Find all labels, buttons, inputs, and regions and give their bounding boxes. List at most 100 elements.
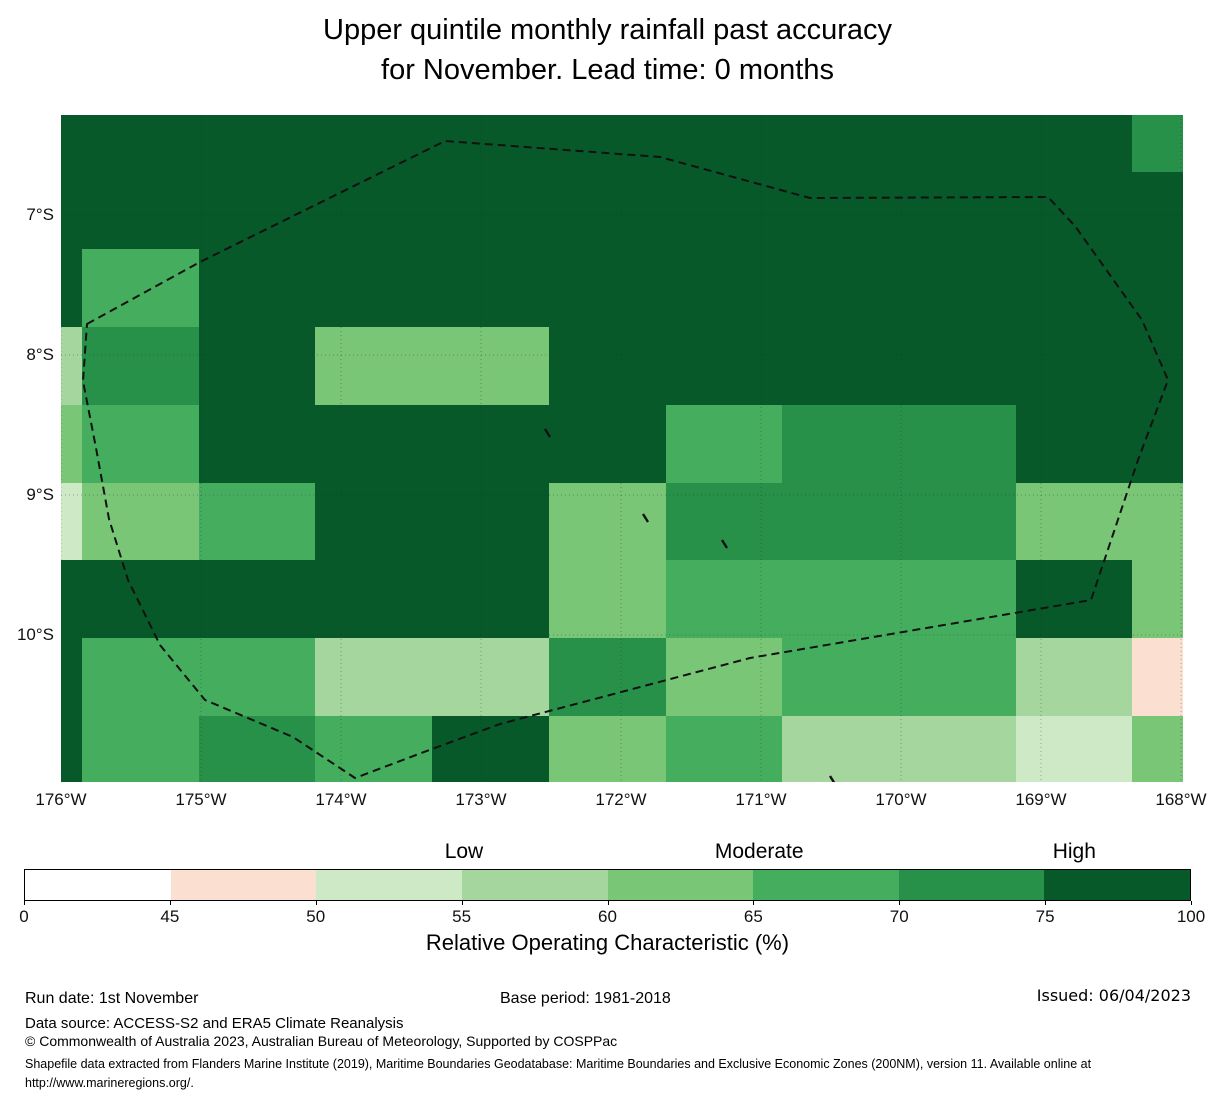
map-cell — [199, 327, 315, 405]
map-cell — [199, 560, 315, 638]
colorbar-segment-70-75 — [898, 870, 1045, 900]
map-cell — [899, 405, 1016, 483]
map-cell — [782, 560, 899, 638]
issued-date-text: Issued: 06/04/2023 — [1036, 986, 1191, 1005]
x-tick-label: 176°W — [35, 790, 87, 809]
colorbar-segment-65-70 — [753, 870, 899, 900]
map-cell — [1132, 560, 1183, 638]
eez-boundary-line — [82, 140, 1169, 779]
data-source-text: Data source: ACCESS-S2 and ERA5 Climate … — [25, 1015, 404, 1032]
map-cell — [315, 405, 432, 483]
shapefile-attribution-line2: http://www.marineregions.org/. — [25, 1076, 194, 1091]
colorbar-segment-55-60 — [461, 870, 608, 900]
map-cell — [666, 560, 782, 638]
map-cell — [1016, 560, 1132, 638]
map-cell — [1132, 249, 1183, 327]
map-cell — [666, 638, 782, 716]
map-cell — [61, 172, 82, 249]
x-tick-label: 173°W — [455, 790, 507, 809]
colorbar-tick — [461, 901, 463, 905]
map-cell — [899, 249, 1016, 327]
map-cell — [782, 716, 899, 782]
colorbar-tick-label: 0 — [19, 907, 29, 926]
map-cell — [899, 483, 1016, 560]
colorbar-tick-label: 55 — [452, 907, 472, 926]
colorbar-tick-label: 75 — [1035, 907, 1055, 926]
map-cell — [782, 115, 899, 172]
colorbar-tick — [1045, 901, 1047, 905]
islet-mark — [828, 775, 836, 782]
map-cell — [199, 249, 315, 327]
map-cell — [199, 483, 315, 560]
map-cell — [315, 716, 432, 782]
chart-title-line2: for November. Lead time: 0 months — [381, 54, 834, 87]
map-cell — [61, 405, 82, 483]
map-cell — [1016, 115, 1132, 172]
y-tick-label: 8°S — [26, 345, 54, 364]
shapefile-attribution-line1: Shapefile data extracted from Flanders M… — [25, 1057, 1092, 1071]
map-cell — [782, 249, 899, 327]
map-cell — [549, 638, 666, 716]
map-cell — [1016, 327, 1132, 405]
map-cell — [899, 560, 1016, 638]
map-cell — [61, 327, 82, 405]
map-cell — [666, 172, 782, 249]
colorbar-axis-label: Relative Operating Characteristic (%) — [425, 930, 790, 955]
map-cell — [199, 115, 315, 172]
colorbar-tick — [753, 901, 755, 905]
x-tick-label: 175°W — [175, 790, 227, 809]
map-cell — [782, 405, 899, 483]
map-cell — [61, 638, 82, 716]
map-cell — [666, 115, 782, 172]
colorbar-tick-label: 50 — [306, 907, 326, 926]
colorbar-tick — [607, 901, 609, 905]
colorbar-tick-label: 60 — [598, 907, 617, 926]
islet-mark — [720, 539, 729, 549]
base-period-text: Base period: 1981-2018 — [500, 990, 671, 1007]
colorbar-segment-0-45 — [25, 870, 171, 900]
map-cell — [82, 115, 199, 172]
colorbar-tick-label: 45 — [160, 907, 180, 926]
x-tick-label: 174°W — [315, 790, 367, 809]
map-cell — [666, 716, 782, 782]
map-cell — [432, 483, 549, 560]
map-cell — [899, 115, 1016, 172]
map-cell — [315, 483, 432, 560]
colorbar-segment-50-55 — [316, 870, 462, 900]
chart-title-line1: Upper quintile monthly rainfall past acc… — [323, 14, 892, 46]
map-cell — [782, 638, 899, 716]
y-tick-label: 9°S — [26, 485, 54, 504]
map-cell — [1132, 327, 1183, 405]
map-cell — [666, 327, 782, 405]
map-cell — [82, 483, 199, 560]
map-cell — [666, 249, 782, 327]
x-tick-label: 172°W — [595, 790, 647, 809]
map-cell — [82, 405, 199, 483]
colorbar-tick-label: 70 — [889, 907, 909, 926]
map-cell — [1016, 249, 1132, 327]
colorbar-tick — [899, 901, 901, 905]
y-tick-label: 10°S — [16, 625, 54, 644]
map-cell — [782, 327, 899, 405]
map-cell — [315, 249, 432, 327]
map-cell — [82, 327, 199, 405]
colorbar-band-label: High — [1052, 840, 1096, 863]
x-tick-label: 169°W — [1015, 790, 1067, 809]
map-cell — [549, 716, 666, 782]
colorbar — [24, 869, 1191, 901]
map-cell — [549, 405, 666, 483]
map-cell — [82, 560, 199, 638]
colorbar-band-label: Low — [444, 840, 484, 863]
map-cell — [315, 172, 432, 249]
colorbar-tick-label: 65 — [743, 907, 763, 926]
map-cell — [315, 115, 432, 172]
colorbar-tick — [1191, 901, 1192, 905]
map-cell — [82, 716, 199, 782]
map-cell — [61, 115, 82, 172]
map-cell — [199, 716, 315, 782]
map-cell — [61, 483, 82, 560]
map-cell — [899, 172, 1016, 249]
map-cell — [549, 327, 666, 405]
map-cell — [549, 560, 666, 638]
